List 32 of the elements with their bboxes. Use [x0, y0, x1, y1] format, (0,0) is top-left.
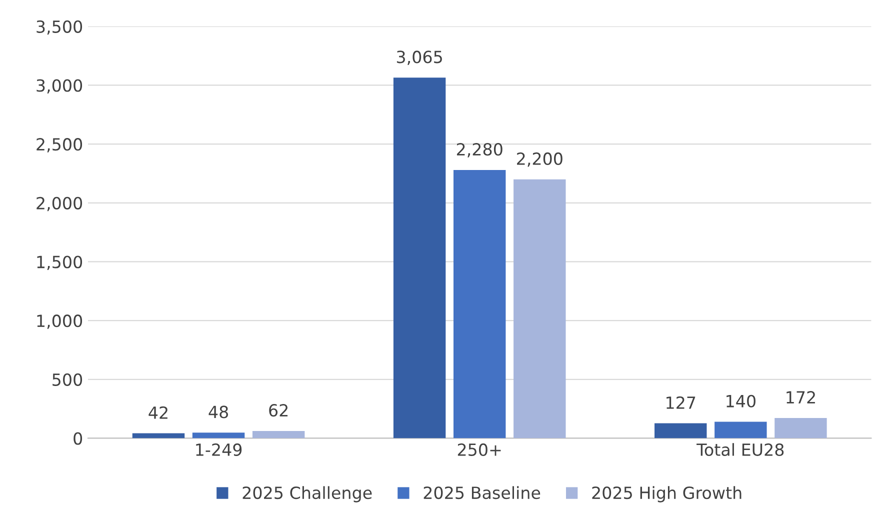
legend-label: 2025 High Growth: [592, 486, 742, 502]
data-label: 140: [726, 394, 756, 408]
bar: [774, 418, 827, 438]
data-label: 3,065: [396, 50, 442, 65]
y-tick-label: 3,500: [36, 20, 82, 35]
y-tick-label: 0: [74, 432, 82, 445]
bar: [453, 170, 506, 438]
bar: [252, 430, 305, 438]
y-tick-label: 1,500: [37, 256, 82, 270]
y-tick-label: 2,500: [36, 138, 82, 152]
legend-label: 2025 Baseline: [424, 486, 540, 500]
bar: [393, 78, 446, 438]
legend-label: 2025 Challenge: [242, 486, 372, 502]
data-label: 172: [786, 391, 815, 404]
data-label: 42: [148, 406, 168, 419]
data-label: 48: [208, 406, 228, 418]
bar: [514, 179, 566, 438]
bar: [714, 422, 767, 438]
y-tick-label: 500: [52, 373, 82, 386]
y-tick-label: 1,000: [37, 314, 82, 329]
bar: [654, 423, 707, 438]
data-label: 2,280: [456, 143, 502, 158]
data-label: 62: [269, 404, 288, 417]
y-tick-label: 2,000: [36, 196, 82, 212]
x-tick-label: 250+: [458, 443, 501, 456]
x-tick-label: 1-249: [196, 443, 242, 456]
bar: [192, 432, 245, 438]
data-label: 2,200: [517, 152, 562, 167]
bar: [132, 433, 185, 438]
y-tick-label: 3,000: [36, 79, 82, 94]
x-tick-label: Total EU28: [696, 443, 784, 456]
data-label: 127: [666, 396, 696, 409]
